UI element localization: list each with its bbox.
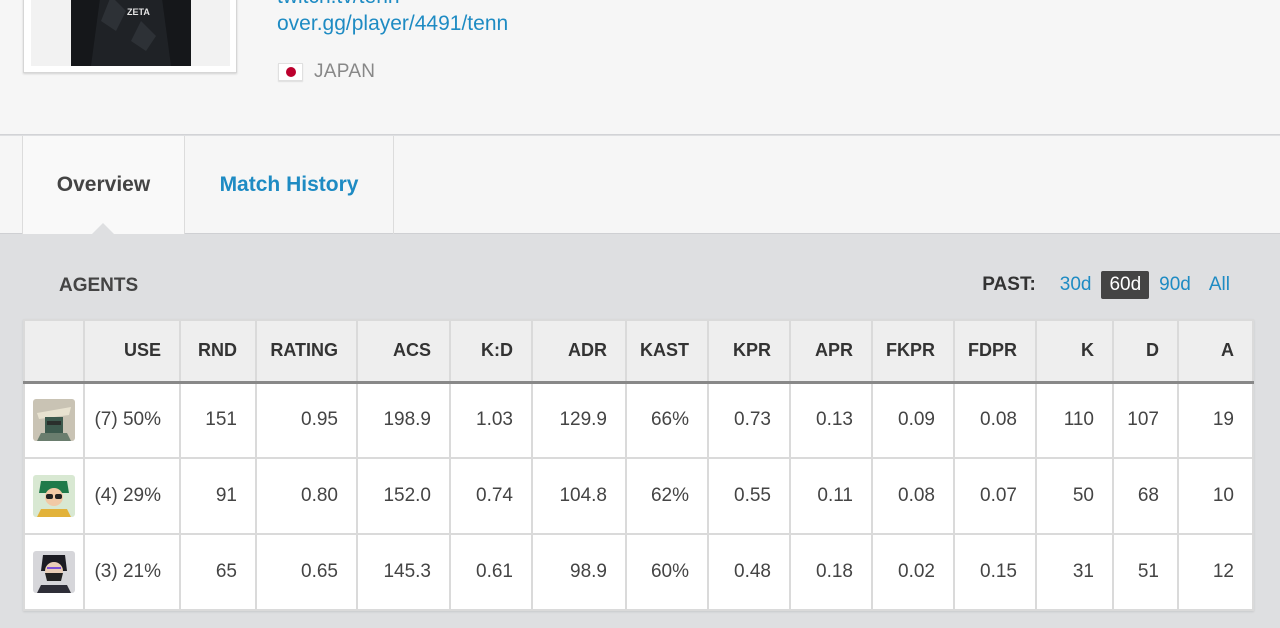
tab-overview[interactable]: Overview bbox=[22, 136, 185, 234]
cell-rating: 0.95 bbox=[255, 381, 358, 459]
cell-acs: 198.9 bbox=[356, 381, 451, 459]
japan-flag-icon bbox=[278, 63, 303, 81]
header-a[interactable]: A bbox=[1177, 319, 1254, 383]
agent-1-icon bbox=[33, 399, 75, 442]
cell-apr: 0.13 bbox=[789, 381, 873, 459]
cell-rnd: 151 bbox=[179, 381, 257, 459]
agent-cell bbox=[23, 381, 85, 459]
player-photo: ZETA bbox=[31, 0, 230, 66]
cell-a: 12 bbox=[1177, 533, 1254, 611]
filter-30d[interactable]: 30d bbox=[1059, 274, 1092, 295]
cell-fdpr: 0.07 bbox=[953, 457, 1037, 535]
table-row: (7) 50% 151 0.95 198.9 1.03 129.9 66% 0.… bbox=[23, 381, 1254, 459]
cell-d: 51 bbox=[1112, 533, 1179, 611]
agent-3-icon bbox=[33, 551, 75, 593]
cell-a: 10 bbox=[1177, 457, 1254, 535]
cell-k: 110 bbox=[1035, 381, 1114, 459]
time-filter-label: PAST: bbox=[982, 274, 1036, 295]
agent-cell bbox=[23, 457, 85, 535]
cell-rating: 0.80 bbox=[255, 457, 358, 535]
header-fkpr[interactable]: FKPR bbox=[871, 319, 955, 383]
cell-d: 68 bbox=[1112, 457, 1179, 535]
cell-acs: 145.3 bbox=[356, 533, 451, 611]
cell-adr: 98.9 bbox=[531, 533, 627, 611]
active-tab-caret-icon bbox=[91, 223, 115, 235]
player-photo-card: ZETA bbox=[23, 0, 237, 73]
header-kd[interactable]: K:D bbox=[449, 319, 533, 383]
cell-kd: 1.03 bbox=[449, 381, 533, 459]
cell-kast: 62% bbox=[625, 457, 709, 535]
header-k[interactable]: K bbox=[1035, 319, 1114, 383]
player-country: JAPAN bbox=[278, 61, 375, 83]
header-rating[interactable]: RATING bbox=[255, 319, 358, 383]
header-acs[interactable]: ACS bbox=[356, 319, 451, 383]
cell-fkpr: 0.09 bbox=[871, 381, 955, 459]
cell-rnd: 65 bbox=[179, 533, 257, 611]
table-row: (3) 21% 65 0.65 145.3 0.61 98.9 60% 0.48… bbox=[23, 533, 1254, 611]
cell-rnd: 91 bbox=[179, 457, 257, 535]
header-agent bbox=[23, 319, 85, 383]
agents-stats-table: USE RND RATING ACS K:D ADR KAST KPR APR … bbox=[23, 319, 1254, 611]
header-fdpr[interactable]: FDPR bbox=[953, 319, 1037, 383]
header-use[interactable]: USE bbox=[83, 319, 181, 383]
tab-match-history[interactable]: Match History bbox=[185, 136, 394, 234]
agent-2-icon bbox=[33, 475, 75, 517]
filter-60d[interactable]: 60d bbox=[1101, 271, 1150, 299]
cell-apr: 0.18 bbox=[789, 533, 873, 611]
cell-use: (3) 21% bbox=[83, 533, 181, 611]
cell-fkpr: 0.02 bbox=[871, 533, 955, 611]
cell-a: 19 bbox=[1177, 381, 1254, 459]
profile-tabs: Overview Match History bbox=[0, 136, 1280, 234]
header-apr[interactable]: APR bbox=[789, 319, 873, 383]
agents-section-title: AGENTS bbox=[59, 275, 139, 296]
cell-apr: 0.11 bbox=[789, 457, 873, 535]
table-row: (4) 29% 91 0.80 152.0 0.74 104.8 62% 0.5… bbox=[23, 457, 1254, 535]
cell-d: 107 bbox=[1112, 381, 1179, 459]
header-kpr[interactable]: KPR bbox=[707, 319, 791, 383]
cell-rating: 0.65 bbox=[255, 533, 358, 611]
player-profile-header: ZETA twitch.tv/tenn over.gg/player/4491/… bbox=[0, 0, 1280, 135]
cell-acs: 152.0 bbox=[356, 457, 451, 535]
agent-cell bbox=[23, 533, 85, 611]
table-header-row: USE RND RATING ACS K:D ADR KAST KPR APR … bbox=[23, 319, 1254, 383]
twitch-link-text[interactable]: twitch.tv/tenn bbox=[277, 0, 577, 9]
cell-kpr: 0.55 bbox=[707, 457, 791, 535]
cell-kpr: 0.48 bbox=[707, 533, 791, 611]
cell-adr: 129.9 bbox=[531, 381, 627, 459]
filter-all[interactable]: All bbox=[1208, 274, 1230, 295]
cell-k: 31 bbox=[1035, 533, 1114, 611]
cell-kast: 66% bbox=[625, 381, 709, 459]
twitch-link[interactable]: twitch.tv/tenn bbox=[277, 0, 577, 10]
header-adr[interactable]: ADR bbox=[531, 319, 627, 383]
cell-kd: 0.61 bbox=[449, 533, 533, 611]
header-d[interactable]: D bbox=[1112, 319, 1179, 383]
cell-use: (7) 50% bbox=[83, 381, 181, 459]
cell-fkpr: 0.08 bbox=[871, 457, 955, 535]
overgg-link[interactable]: over.gg/player/4491/tenn bbox=[277, 12, 509, 35]
cell-k: 50 bbox=[1035, 457, 1114, 535]
country-name: JAPAN bbox=[314, 61, 376, 82]
cell-use: (4) 29% bbox=[83, 457, 181, 535]
cell-fdpr: 0.15 bbox=[953, 533, 1037, 611]
time-filter: PAST: 30d 60d 90d All bbox=[982, 271, 1238, 299]
cell-adr: 104.8 bbox=[531, 457, 627, 535]
filter-90d[interactable]: 90d bbox=[1159, 274, 1191, 295]
cell-kpr: 0.73 bbox=[707, 381, 791, 459]
jersey-text: ZETA bbox=[127, 7, 150, 17]
header-rnd[interactable]: RND bbox=[179, 319, 257, 383]
cell-kast: 60% bbox=[625, 533, 709, 611]
cell-kd: 0.74 bbox=[449, 457, 533, 535]
cell-fdpr: 0.08 bbox=[953, 381, 1037, 459]
header-kast[interactable]: KAST bbox=[625, 319, 709, 383]
